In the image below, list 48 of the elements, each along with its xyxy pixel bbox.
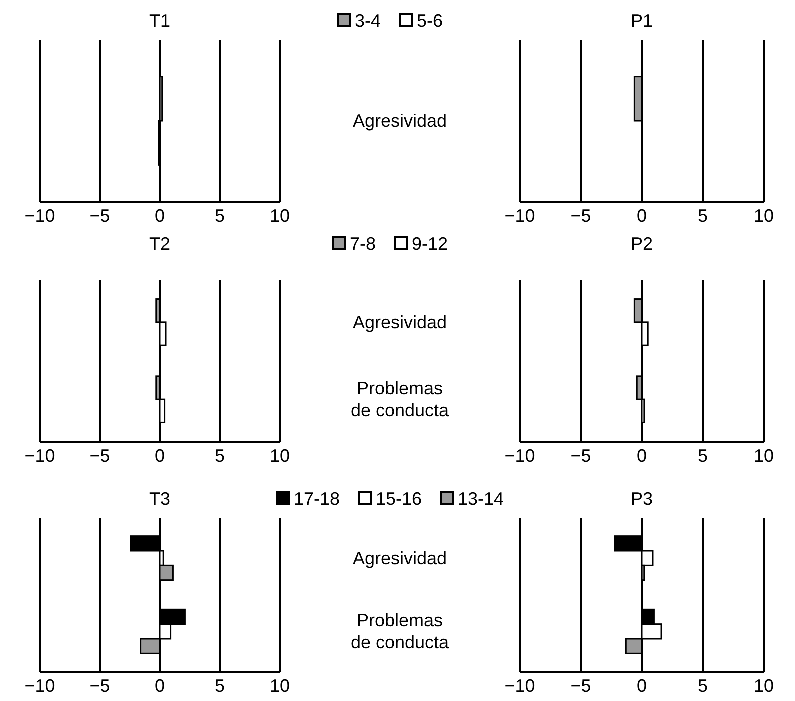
y-tick-label: Problemas de conducta	[350, 378, 450, 421]
x-tick-label: 10	[754, 206, 774, 226]
x-tick-label: −10	[504, 206, 536, 226]
x-tick-label: 5	[698, 446, 708, 466]
x-tick-label: 0	[636, 676, 648, 696]
y-tick-label: Agresividad	[352, 548, 448, 568]
x-tick-label: −10	[504, 676, 536, 696]
x-tick-label: −5	[90, 446, 110, 466]
chart-title: P1	[630, 11, 654, 31]
x-tick-label: −5	[570, 206, 592, 226]
legend-label: 13-14	[458, 489, 504, 509]
x-tick-label: 10	[270, 206, 290, 226]
x-tick-label: −10	[24, 206, 56, 226]
x-tick-label: 0	[154, 676, 166, 696]
x-tick-label: 5	[698, 206, 708, 226]
x-tick-label: 5	[214, 206, 226, 226]
x-tick-label: 10	[754, 676, 774, 696]
y-tick-label: Problemas de conducta	[350, 610, 450, 653]
x-tick-label: −5	[570, 676, 592, 696]
x-tick-label: 5	[214, 676, 226, 696]
x-tick-label: −5	[90, 206, 110, 226]
chart-title: T3	[149, 489, 171, 509]
x-tick-label: 0	[636, 206, 648, 226]
x-tick-label: 10	[270, 446, 290, 466]
x-tick-label: 0	[154, 446, 166, 466]
x-tick-label: 10	[270, 676, 290, 696]
legend-label: 7-8	[350, 234, 376, 254]
x-tick-label: −10	[24, 446, 56, 466]
x-tick-label: 0	[636, 446, 648, 466]
legend-label: 5-6	[417, 11, 444, 31]
legend-label: 3-4	[355, 11, 382, 31]
legend-label: 15-16	[376, 489, 422, 509]
x-tick-label: 5	[214, 446, 226, 466]
legend-label: 9-12	[412, 234, 448, 254]
x-tick-label: 10	[754, 446, 774, 466]
y-tick-label: Agresividad	[352, 111, 448, 131]
legend-label: 17-18	[294, 489, 340, 509]
x-tick-label: −10	[504, 446, 536, 466]
x-tick-label: −5	[90, 676, 110, 696]
chart-title: P3	[630, 489, 654, 509]
chart-title: T1	[149, 11, 171, 31]
x-tick-label: −5	[570, 446, 592, 466]
x-tick-label: −10	[24, 676, 56, 696]
chart-title: P2	[630, 234, 654, 254]
y-tick-label: Agresividad	[352, 312, 448, 332]
x-tick-label: 5	[698, 676, 708, 696]
chart-title: T2	[149, 234, 171, 254]
x-tick-label: 0	[154, 206, 166, 226]
